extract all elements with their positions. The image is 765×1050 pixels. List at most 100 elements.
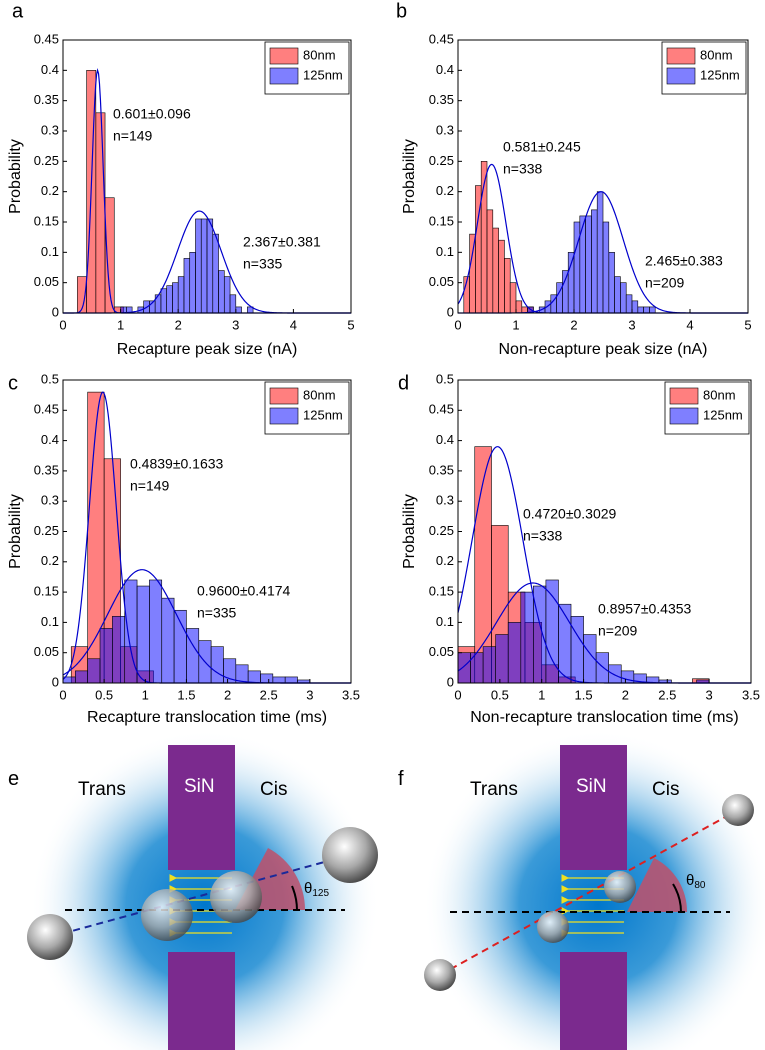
y-tick-label: 0.05 xyxy=(34,644,59,659)
annotation: 2.465±0.383 xyxy=(645,253,723,269)
angle-label: θ80 xyxy=(686,872,706,891)
histogram-chart: c 0 0.5 1 1.5 2 2.5 3 3.5 0 0.05 0.1 0.15 0.2 0.25 0.3 0… xyxy=(7,371,360,726)
particle xyxy=(722,794,754,826)
angle-symbol: θ xyxy=(304,880,312,897)
trajectory xyxy=(439,809,739,976)
x-axis-label: Non-recapture translocation time (ms) xyxy=(470,709,739,726)
bar xyxy=(620,670,635,684)
bar xyxy=(75,670,88,684)
x-axis-label: Recapture translocation time (ms) xyxy=(87,709,327,726)
y-tick-label: 0.45 xyxy=(34,402,59,417)
annotation: 2.367±0.381 xyxy=(243,234,321,250)
annotation: n=338 xyxy=(503,161,543,177)
x-tick-label: 0 xyxy=(454,687,461,702)
y-tick-label: 0.25 xyxy=(34,153,59,168)
x-tick-label: 1 xyxy=(117,317,124,332)
y-axis-label: Probability xyxy=(401,494,418,569)
x-tick-label: 3 xyxy=(628,317,635,332)
legend-label: 80nm xyxy=(700,47,733,62)
legend-label: 80nm xyxy=(703,387,736,402)
bar xyxy=(160,288,167,314)
bar xyxy=(469,233,476,314)
histogram-chart: d 0 0.5 1 1.5 2 2.5 3 3.5 0 0.05 0.1 0.15 0.2 0.25 0.3 0… xyxy=(398,371,760,726)
bar xyxy=(260,673,274,684)
angle-subscript: 125 xyxy=(312,888,329,899)
y-tick-label: 0.05 xyxy=(34,274,59,289)
bar xyxy=(620,282,627,314)
legend-label: 80nm xyxy=(303,387,336,402)
x-tick-label: 3.5 xyxy=(342,687,360,702)
legend-label: 125nm xyxy=(303,67,343,82)
bar xyxy=(212,233,219,314)
bar xyxy=(272,676,286,684)
membrane-bottom xyxy=(168,952,235,1050)
y-tick-label: 0.4 xyxy=(41,432,59,447)
annotation: 0.4839±0.1633 xyxy=(130,456,224,472)
x-tick-label: 1.5 xyxy=(575,687,593,702)
legend-swatch xyxy=(666,47,696,65)
bar xyxy=(99,628,113,684)
y-tick-label: 0.35 xyxy=(34,92,59,107)
y-tick-label: 0.45 xyxy=(429,402,454,417)
bar xyxy=(649,306,656,314)
y-tick-label: 0.2 xyxy=(41,553,59,568)
x-tick-label: 0 xyxy=(59,317,66,332)
legend-swatch xyxy=(269,407,299,425)
y-tick-label: 0.25 xyxy=(429,153,454,168)
bar xyxy=(235,306,242,314)
y-tick-label: 0.45 xyxy=(429,31,454,46)
x-tick-label: 3.5 xyxy=(742,687,760,702)
charts: a0 1 2 3 4 500.050.10.150.20.250.30.350.40.45… xyxy=(7,0,760,726)
x-tick-label: 2 xyxy=(622,687,629,702)
y-tick-label: 0.15 xyxy=(34,584,59,599)
x-axis-label: Non-recapture peak size (nA) xyxy=(499,341,708,358)
y-tick-label: 0 xyxy=(447,304,454,319)
bar xyxy=(614,276,621,314)
y-tick-label: 0.25 xyxy=(34,523,59,538)
panel-letter: b xyxy=(396,0,407,22)
bar xyxy=(495,634,509,684)
y-tick-label: 0 xyxy=(447,674,454,689)
y-tick-label: 0.35 xyxy=(429,92,454,107)
bar xyxy=(492,227,499,314)
x-tick-label: 0 xyxy=(454,317,461,332)
y-tick-label: 0 xyxy=(52,304,59,319)
panel-letter: e xyxy=(8,768,19,790)
bar xyxy=(218,270,225,314)
x-tick-label: 5 xyxy=(347,317,354,332)
y-tick-label: 0.05 xyxy=(429,274,454,289)
x-tick-label: 0 xyxy=(59,687,66,702)
x-tick-label: 3 xyxy=(232,317,239,332)
bar xyxy=(515,300,523,314)
particle xyxy=(424,959,456,991)
bar xyxy=(229,294,237,314)
y-tick-label: 0.1 xyxy=(436,244,454,259)
panel-letter: d xyxy=(398,372,409,394)
legend-label: 80nm xyxy=(303,47,336,62)
y-tick-label: 0.5 xyxy=(436,371,454,386)
membrane-top xyxy=(168,745,235,870)
field-glow xyxy=(30,730,380,1050)
bar xyxy=(112,616,126,684)
x-tick-label: 4 xyxy=(686,317,693,332)
diagram-e: e Trans SiN Cis θ125 xyxy=(8,730,380,1050)
x-tick-label: 1.5 xyxy=(177,687,195,702)
x-tick-label: 1 xyxy=(512,317,519,332)
x-tick-label: 2.5 xyxy=(260,687,278,702)
field-glow xyxy=(423,730,765,1050)
bar xyxy=(595,652,609,684)
legend-swatch xyxy=(666,67,696,85)
y-tick-label: 0.25 xyxy=(429,523,454,538)
legend-label: 125nm xyxy=(700,67,740,82)
particle xyxy=(27,914,73,960)
bar xyxy=(509,282,517,314)
x-tick-label: 5 xyxy=(744,317,751,332)
bar xyxy=(631,300,639,314)
plot-frame xyxy=(62,39,352,314)
angle-wedge xyxy=(627,858,688,912)
bar xyxy=(177,276,185,314)
plot-frame xyxy=(457,39,749,314)
bar xyxy=(602,221,610,314)
legend-label: 125nm xyxy=(703,407,743,422)
legend-swatch xyxy=(269,47,299,65)
